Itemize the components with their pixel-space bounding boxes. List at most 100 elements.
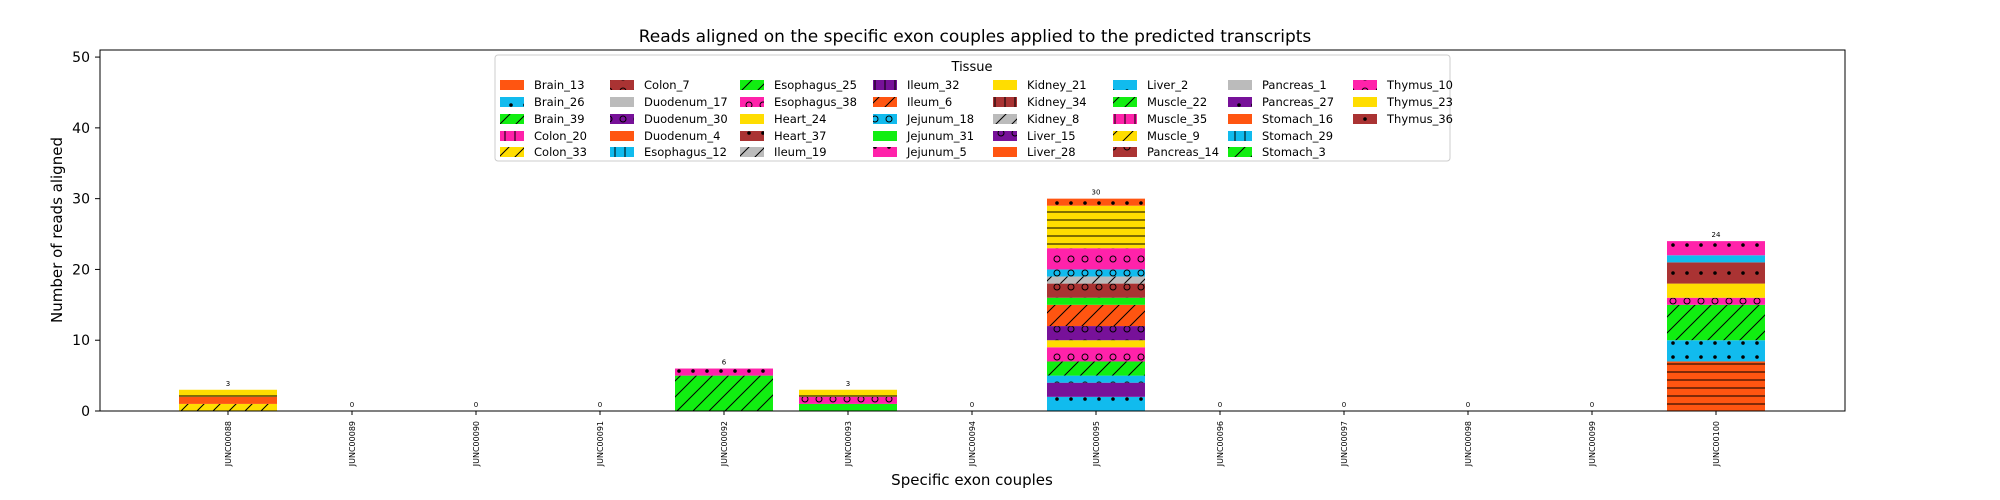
- total-label: 0: [970, 401, 974, 409]
- total-label: 0: [474, 401, 478, 409]
- legend-swatch: [1113, 80, 1137, 90]
- legend-label: Brain_26: [534, 95, 585, 109]
- bar-segment: [799, 403, 897, 411]
- x-tick-label: JUNC00089: [348, 421, 357, 467]
- legend-swatch: [993, 80, 1017, 90]
- legend-swatch: [740, 131, 764, 141]
- bar-segment: [1667, 340, 1765, 362]
- bar-segment: [1047, 326, 1145, 341]
- legend-swatch: [500, 147, 524, 157]
- legend-swatch: [1228, 97, 1252, 107]
- legend-swatch: [1113, 147, 1137, 157]
- legend-label: Colon_33: [534, 145, 587, 159]
- x-tick-label: JUNC00097: [1340, 421, 1349, 467]
- legend-label: Pancreas_14: [1147, 145, 1219, 159]
- legend-label: Colon_7: [644, 78, 690, 92]
- legend-label: Jejunum_5: [906, 145, 967, 159]
- bar-segment: [1047, 396, 1145, 411]
- legend-label: Duodenum_30: [644, 112, 728, 126]
- bar-segment: [179, 403, 277, 411]
- legend-swatch: [1353, 80, 1377, 90]
- legend-label: Jejunum_18: [906, 112, 974, 126]
- bar-segment: [799, 396, 897, 404]
- bar-segment: [675, 368, 773, 376]
- bar-segment: [1667, 241, 1765, 256]
- legend-swatch: [610, 131, 634, 141]
- legend-label: Esophagus_12: [644, 145, 727, 159]
- legend-swatch: [1113, 97, 1137, 107]
- x-tick-label: JUNC00098: [1464, 421, 1473, 467]
- legend-swatch: [500, 80, 524, 90]
- bar-segment: [179, 389, 277, 397]
- bar-segment: [1047, 269, 1145, 277]
- legend-swatch: [1228, 147, 1252, 157]
- bar-segment: [1047, 304, 1145, 327]
- x-tick-label: JUNC00099: [1588, 421, 1597, 467]
- legend-label: Colon_20: [534, 129, 587, 143]
- legend-swatch: [993, 131, 1017, 141]
- legend-swatch: [500, 131, 524, 141]
- legend-label: Thymus_10: [1386, 78, 1453, 92]
- legend-label: Stomach_3: [1262, 145, 1326, 159]
- legend-swatch: [873, 131, 897, 141]
- legend-swatch: [1353, 114, 1377, 124]
- bar-segment: [1047, 297, 1145, 305]
- y-axis: 0 10 20 30 40 50: [72, 50, 100, 420]
- legend-swatch: [610, 80, 634, 90]
- legend-label: Thymus_23: [1386, 95, 1453, 109]
- legend-label: Heart_37: [774, 129, 826, 143]
- legend-swatch: [873, 114, 897, 124]
- x-tick-label: JUNC00088: [224, 421, 233, 467]
- total-label: 30: [1092, 189, 1101, 197]
- legend-swatch: [993, 147, 1017, 157]
- bar-segment: [1047, 283, 1145, 298]
- x-tick-label: JUNC00096: [1216, 421, 1225, 467]
- chart-title: Reads aligned on the specific exon coupl…: [639, 27, 1312, 47]
- legend-swatch: [1113, 131, 1137, 141]
- legend-label: Kidney_21: [1027, 78, 1087, 92]
- x-tick-label: JUNC00092: [720, 421, 729, 467]
- legend-label: Duodenum_4: [644, 129, 720, 143]
- legend-swatch: [740, 97, 764, 107]
- bar-segment: [1047, 382, 1145, 397]
- total-label: 0: [1218, 401, 1222, 409]
- legend-label: Liver_15: [1027, 129, 1076, 143]
- x-tick-label: JUNC00094: [968, 421, 977, 467]
- legend-swatch: [610, 114, 634, 124]
- x-axis-title: Specific exon couples: [891, 471, 1053, 489]
- x-tick-label: JUNC00090: [472, 421, 481, 467]
- legend-swatch: [1228, 131, 1252, 141]
- legend-label: Pancreas_27: [1262, 95, 1334, 109]
- legend-label: Thymus_36: [1386, 112, 1453, 126]
- legend-swatch: [873, 97, 897, 107]
- legend-frame: [494, 54, 1451, 162]
- legend-label: Liver_28: [1027, 145, 1076, 159]
- legend-label: Duodenum_17: [644, 95, 728, 109]
- legend-swatch: [740, 114, 764, 124]
- total-label: 24: [1712, 231, 1721, 239]
- total-label: 0: [1342, 401, 1346, 409]
- y-tick-label: 20: [72, 262, 90, 278]
- y-tick-label: 0: [81, 404, 90, 420]
- legend-swatch: [500, 97, 524, 107]
- total-label: 0: [598, 401, 602, 409]
- legend: Tissue Brain_13 Brain_26 Brain_39 Colon_20 C…: [494, 54, 1453, 162]
- bar-segment: [1047, 361, 1145, 376]
- legend-swatch: [1228, 114, 1252, 124]
- bar-segment: [1047, 248, 1145, 270]
- y-tick-label: 30: [72, 192, 90, 208]
- legend-label: Ileum_32: [907, 78, 960, 92]
- legend-label: Esophagus_38: [774, 95, 857, 109]
- legend-swatch: [993, 114, 1017, 124]
- legend-swatch: [610, 97, 634, 107]
- x-axis: JUNC00088 JUNC00089 JUNC00090 JUNC00091 JUNC…: [224, 411, 1721, 467]
- legend-label: Muscle_22: [1147, 95, 1207, 109]
- legend-label: Kidney_34: [1027, 95, 1087, 109]
- legend-label: Stomach_16: [1262, 112, 1333, 126]
- legend-label: Muscle_35: [1147, 112, 1207, 126]
- y-tick-label: 50: [72, 50, 90, 66]
- total-label: 0: [350, 401, 354, 409]
- legend-label: Ileum_19: [774, 145, 827, 159]
